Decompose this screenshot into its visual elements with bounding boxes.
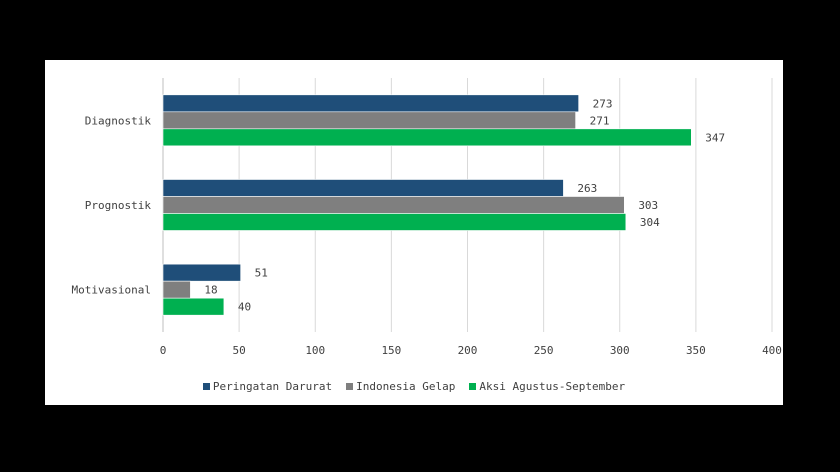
legend-item-2: Indonesia Gelap [346, 380, 455, 393]
chart-panel: Diagnostik Prognostik Motivasional 0 50 100 1… [45, 60, 783, 405]
legend-label-2: Indonesia Gelap [356, 379, 456, 393]
bar-diagnostik-1 [162, 94, 579, 113]
category-labels: Diagnostik Prognostik Motivasional [72, 114, 152, 296]
data-label: 263 [577, 182, 597, 195]
bar-prognostik-3 [162, 213, 627, 231]
x-tick-label: 250 [534, 344, 554, 357]
data-label: 304 [640, 216, 660, 229]
data-label: 303 [638, 199, 658, 212]
data-label: 40 [238, 301, 251, 314]
legend-label-1: Peringatan Darurat [212, 379, 333, 393]
x-tick-label: 50 [233, 344, 246, 357]
legend-label-3: Aksi Agustus-September [479, 379, 626, 393]
x-axis-ticks: 0 50 100 150 200 250 300 350 400 [160, 344, 782, 357]
legend-swatch-1 [202, 382, 210, 390]
bar-prognostik-2 [162, 196, 625, 214]
x-tick-label: 0 [160, 344, 167, 357]
data-label: 18 [204, 284, 217, 297]
bars [162, 94, 692, 316]
data-label: 347 [705, 131, 725, 144]
x-tick-label: 150 [381, 344, 401, 357]
bar-motivasional-2 [162, 280, 191, 299]
legend-item-1: Peringatan Darurat [202, 379, 333, 393]
chart-plot: Diagnostik Prognostik Motivasional 0 50 100 1… [72, 78, 782, 357]
x-tick-label: 300 [610, 344, 630, 357]
bar-diagnostik-3 [162, 128, 692, 147]
category-label: Prognostik [85, 199, 152, 212]
legend: Peringatan Darurat Indonesia Gelap Aksi … [45, 378, 783, 394]
x-tick-label: 200 [458, 344, 478, 357]
legend-swatch-3 [469, 382, 477, 390]
category-label: Motivasional [72, 284, 151, 297]
data-label: 271 [590, 114, 610, 127]
bar-motivasional-1 [162, 263, 241, 282]
x-tick-label: 400 [762, 344, 782, 357]
data-label: 273 [593, 97, 613, 110]
x-tick-label: 100 [305, 344, 325, 357]
x-tick-label: 350 [686, 344, 706, 357]
bar-prognostik-1 [162, 179, 564, 197]
category-label: Diagnostik [85, 114, 152, 127]
bar-diagnostik-2 [162, 111, 576, 130]
legend-swatch-2 [346, 382, 354, 390]
data-label: 51 [255, 267, 268, 280]
legend-item-3: Aksi Agustus-September [469, 380, 625, 393]
data-labels: 273 271 347 263 303 304 51 18 40 [204, 97, 725, 313]
bar-motivasional-3 [162, 297, 225, 316]
